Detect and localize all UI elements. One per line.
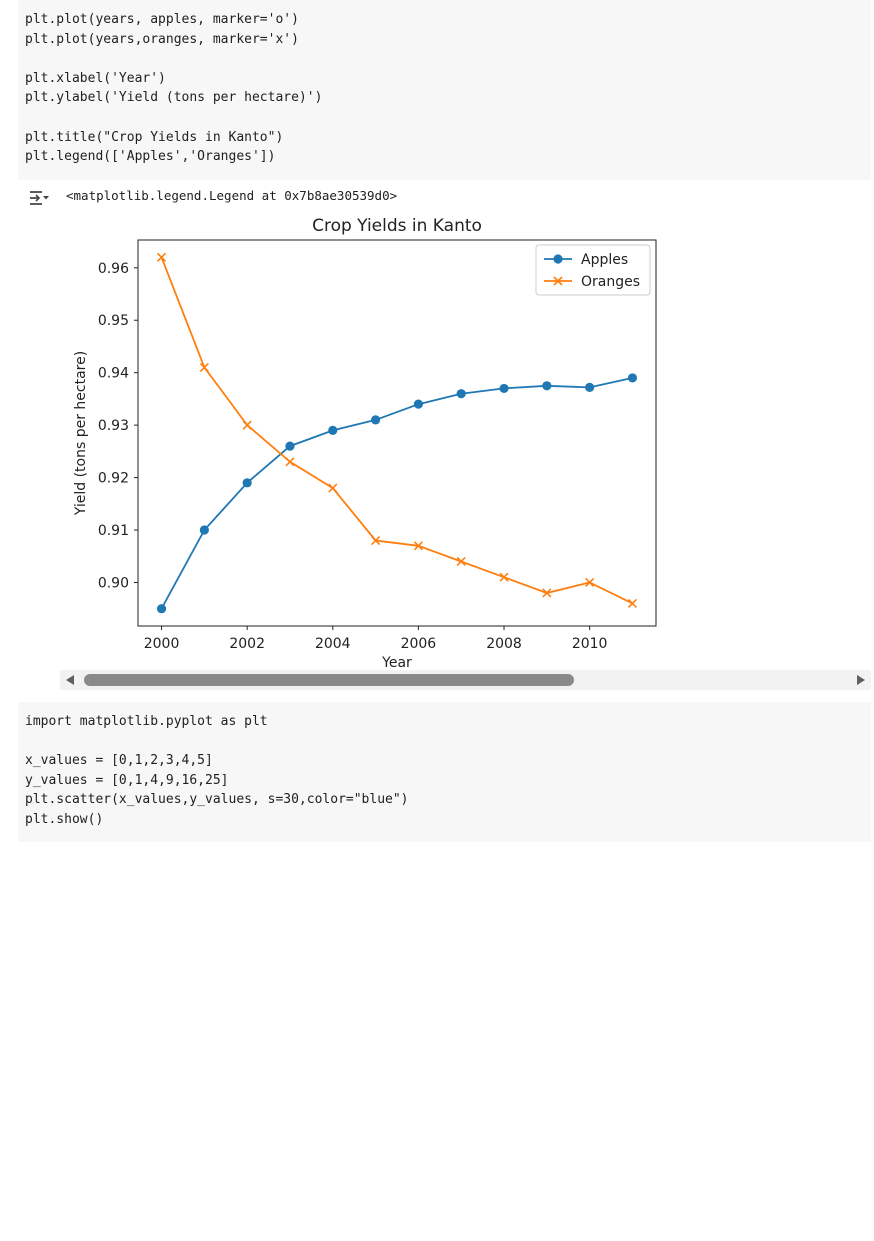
data-point-oranges [542,588,552,598]
series-line-apples [160,377,633,610]
x-tick-label: 2000 [144,636,180,652]
data-point-apples [413,399,424,409]
y-axis-label: Yield (tons per hectare) [73,351,89,516]
x-axis-label: Year [381,655,412,670]
x-tick-label: 2002 [229,636,265,652]
data-point-oranges [371,535,381,546]
scrollbar-thumb[interactable] [84,674,574,686]
data-point-apples [328,425,338,435]
data-point-apples [156,604,167,614]
output-collapse-icon[interactable] [28,189,50,207]
chart-legend: Apples Oranges [535,244,651,296]
y-tick-label: 0.95 [98,313,129,329]
data-point-oranges [413,541,423,551]
data-point-apples [370,415,381,425]
code-line: plt.legend(['Apples','Oranges']) [25,149,276,165]
code-cell-scatter[interactable]: import matplotlib.pyplot as plt x_values … [18,702,871,842]
code-editor[interactable]: plt.plot(years, apples, marker='o') plt.p… [25,10,322,167]
y-tick-label: 0.91 [98,523,129,539]
data-point-oranges [627,598,638,609]
code-line: plt.plot(years, apples, marker='o') [25,12,299,27]
x-tick-label: 2004 [315,636,351,652]
legend-label: Oranges [581,274,640,290]
code-line: plt.ylabel('Yield (tons per hectare)') [25,90,323,106]
data-point-oranges [585,577,595,588]
series-line-oranges [160,256,633,605]
code-line [25,49,322,69]
horizontal-scrollbar[interactable] [60,670,871,690]
y-tick-label: 0.96 [98,261,129,277]
code-line: plt.title("Crop Yields in Kanto") [25,129,284,145]
data-point-apples [585,382,595,392]
code-editor[interactable]: import matplotlib.pyplot as plt x_values … [25,712,409,830]
data-point-oranges [456,556,466,567]
data-point-apples [199,525,209,535]
x-tick-label: 2008 [486,636,522,652]
data-point-apples [285,441,295,451]
cell-output: <matplotlib.legend.Legend at 0x7b8ae3053… [18,180,871,692]
data-point-apples [456,389,466,399]
data-point-oranges [242,420,252,430]
data-point-oranges [499,572,509,582]
code-line [25,732,409,752]
y-tick-label: 0.90 [98,575,129,591]
chart-title: Crop Yields in Kanto [312,216,482,236]
y-tick-label: 0.92 [98,471,129,487]
data-point-oranges [156,252,167,262]
legend-label: Apples [581,252,628,268]
data-point-oranges [328,483,338,493]
scroll-left-icon[interactable] [66,675,74,685]
code-cell-plot[interactable]: plt.plot(years, apples, marker='o') plt.p… [18,0,871,180]
plot-area [137,239,657,627]
y-tick-label: 0.94 [98,366,129,382]
data-point-oranges [199,362,209,373]
legend-box [535,244,651,296]
code-line [25,108,322,128]
data-point-apples [499,383,509,394]
code-line: plt.xlabel('Year') [25,70,166,86]
data-point-oranges [285,457,295,467]
code-line: x_values = [0,1,2,3,4,5] [25,753,213,769]
code-line: plt.scatter(x_values,y_values, s=30,colo… [25,792,409,808]
crop-yields-chart: 0.90 0.91 0.92 0.93 0.94 0.95 0.96 2000 2002 200… [73,216,657,670]
data-point-apples [242,478,252,488]
code-line: y_values = [0,1,4,9,16,25] [25,772,229,788]
code-line: import matplotlib.pyplot as plt [25,714,268,729]
legend-marker [553,276,563,286]
scroll-right-icon[interactable] [857,675,865,685]
legend-marker [553,254,563,264]
x-tick-label: 2006 [401,636,437,652]
data-point-apples [542,381,552,391]
code-line: plt.plot(years,oranges, marker='x') [25,31,299,47]
x-tick-label: 2010 [572,636,608,652]
code-line: plt.show() [25,811,104,827]
y-tick-label: 0.93 [98,418,129,434]
output-text: <matplotlib.legend.Legend at 0x7b8ae3053… [66,188,398,203]
data-point-apples [627,373,638,383]
